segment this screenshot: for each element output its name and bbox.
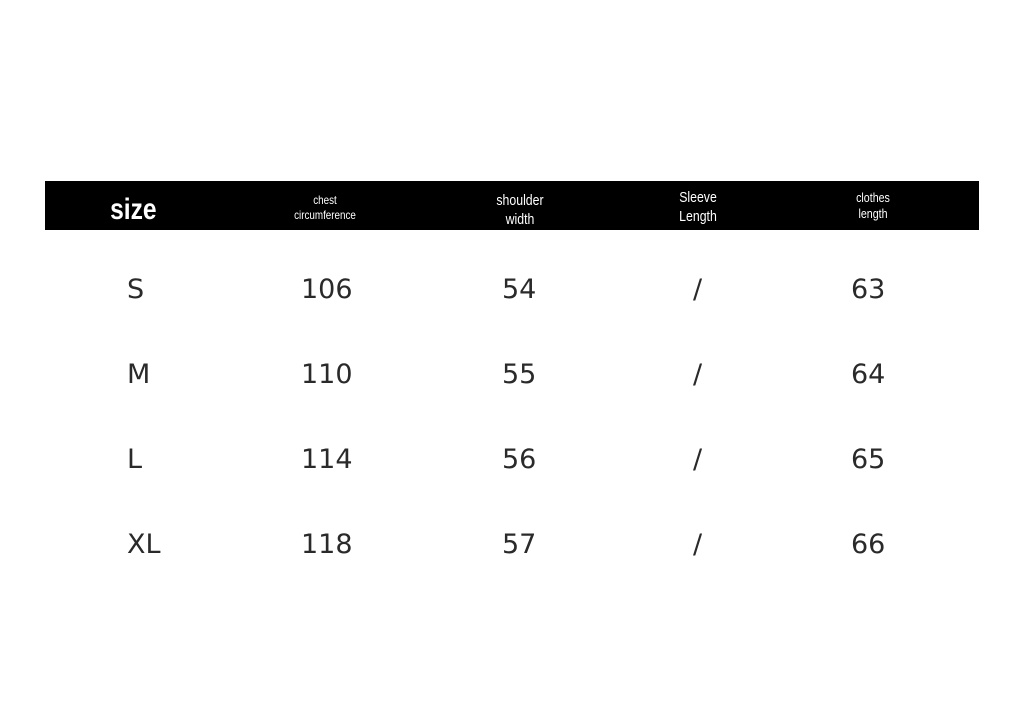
header-chest: chest circumference [284, 193, 366, 223]
table-cell: M [127, 359, 151, 390]
header-text: shoulder [496, 192, 544, 209]
table-cell: 106 [301, 274, 353, 305]
header-text: width [505, 210, 535, 228]
table-cell: 66 [851, 529, 886, 560]
table-cell: 55 [502, 359, 537, 390]
header-shoulder: shoulder width [479, 192, 561, 230]
table-cell: 64 [851, 359, 886, 390]
table-cell: S [127, 274, 145, 305]
table-row: S 106 54 / 63 [0, 274, 1024, 314]
table-cell: 118 [301, 529, 353, 560]
table-cell: 56 [502, 444, 537, 475]
header-sleeve: Sleeve Length [657, 189, 739, 227]
table-cell: 114 [301, 444, 353, 475]
header-text: clothes [856, 190, 890, 205]
header-text: length [858, 206, 888, 222]
table-cell: XL [127, 529, 161, 560]
table-cell: / [693, 274, 703, 305]
table-row: XL 118 57 / 66 [0, 529, 1024, 569]
table-cell: / [693, 444, 703, 475]
table-header: size chest circumference shoulder width Sl… [45, 181, 979, 230]
table-cell: 110 [301, 359, 353, 390]
table-row: L 114 56 / 65 [0, 444, 1024, 484]
table-cell: L [127, 444, 143, 475]
header-text: circumference [294, 208, 356, 222]
header-clothes-length: clothes length [832, 190, 914, 223]
table-cell: 65 [851, 444, 886, 475]
table-cell: / [693, 529, 703, 560]
table-cell: 57 [502, 529, 537, 560]
table-cell: 54 [502, 274, 537, 305]
header-text: Sleeve [679, 189, 717, 206]
header-text: size [110, 193, 157, 226]
table-cell: / [693, 359, 703, 390]
table-cell: 63 [851, 274, 886, 305]
header-text: chest [313, 193, 337, 207]
table-row: M 110 55 / 64 [0, 359, 1024, 399]
header-size: size [110, 193, 157, 227]
header-text: Length [679, 207, 717, 225]
